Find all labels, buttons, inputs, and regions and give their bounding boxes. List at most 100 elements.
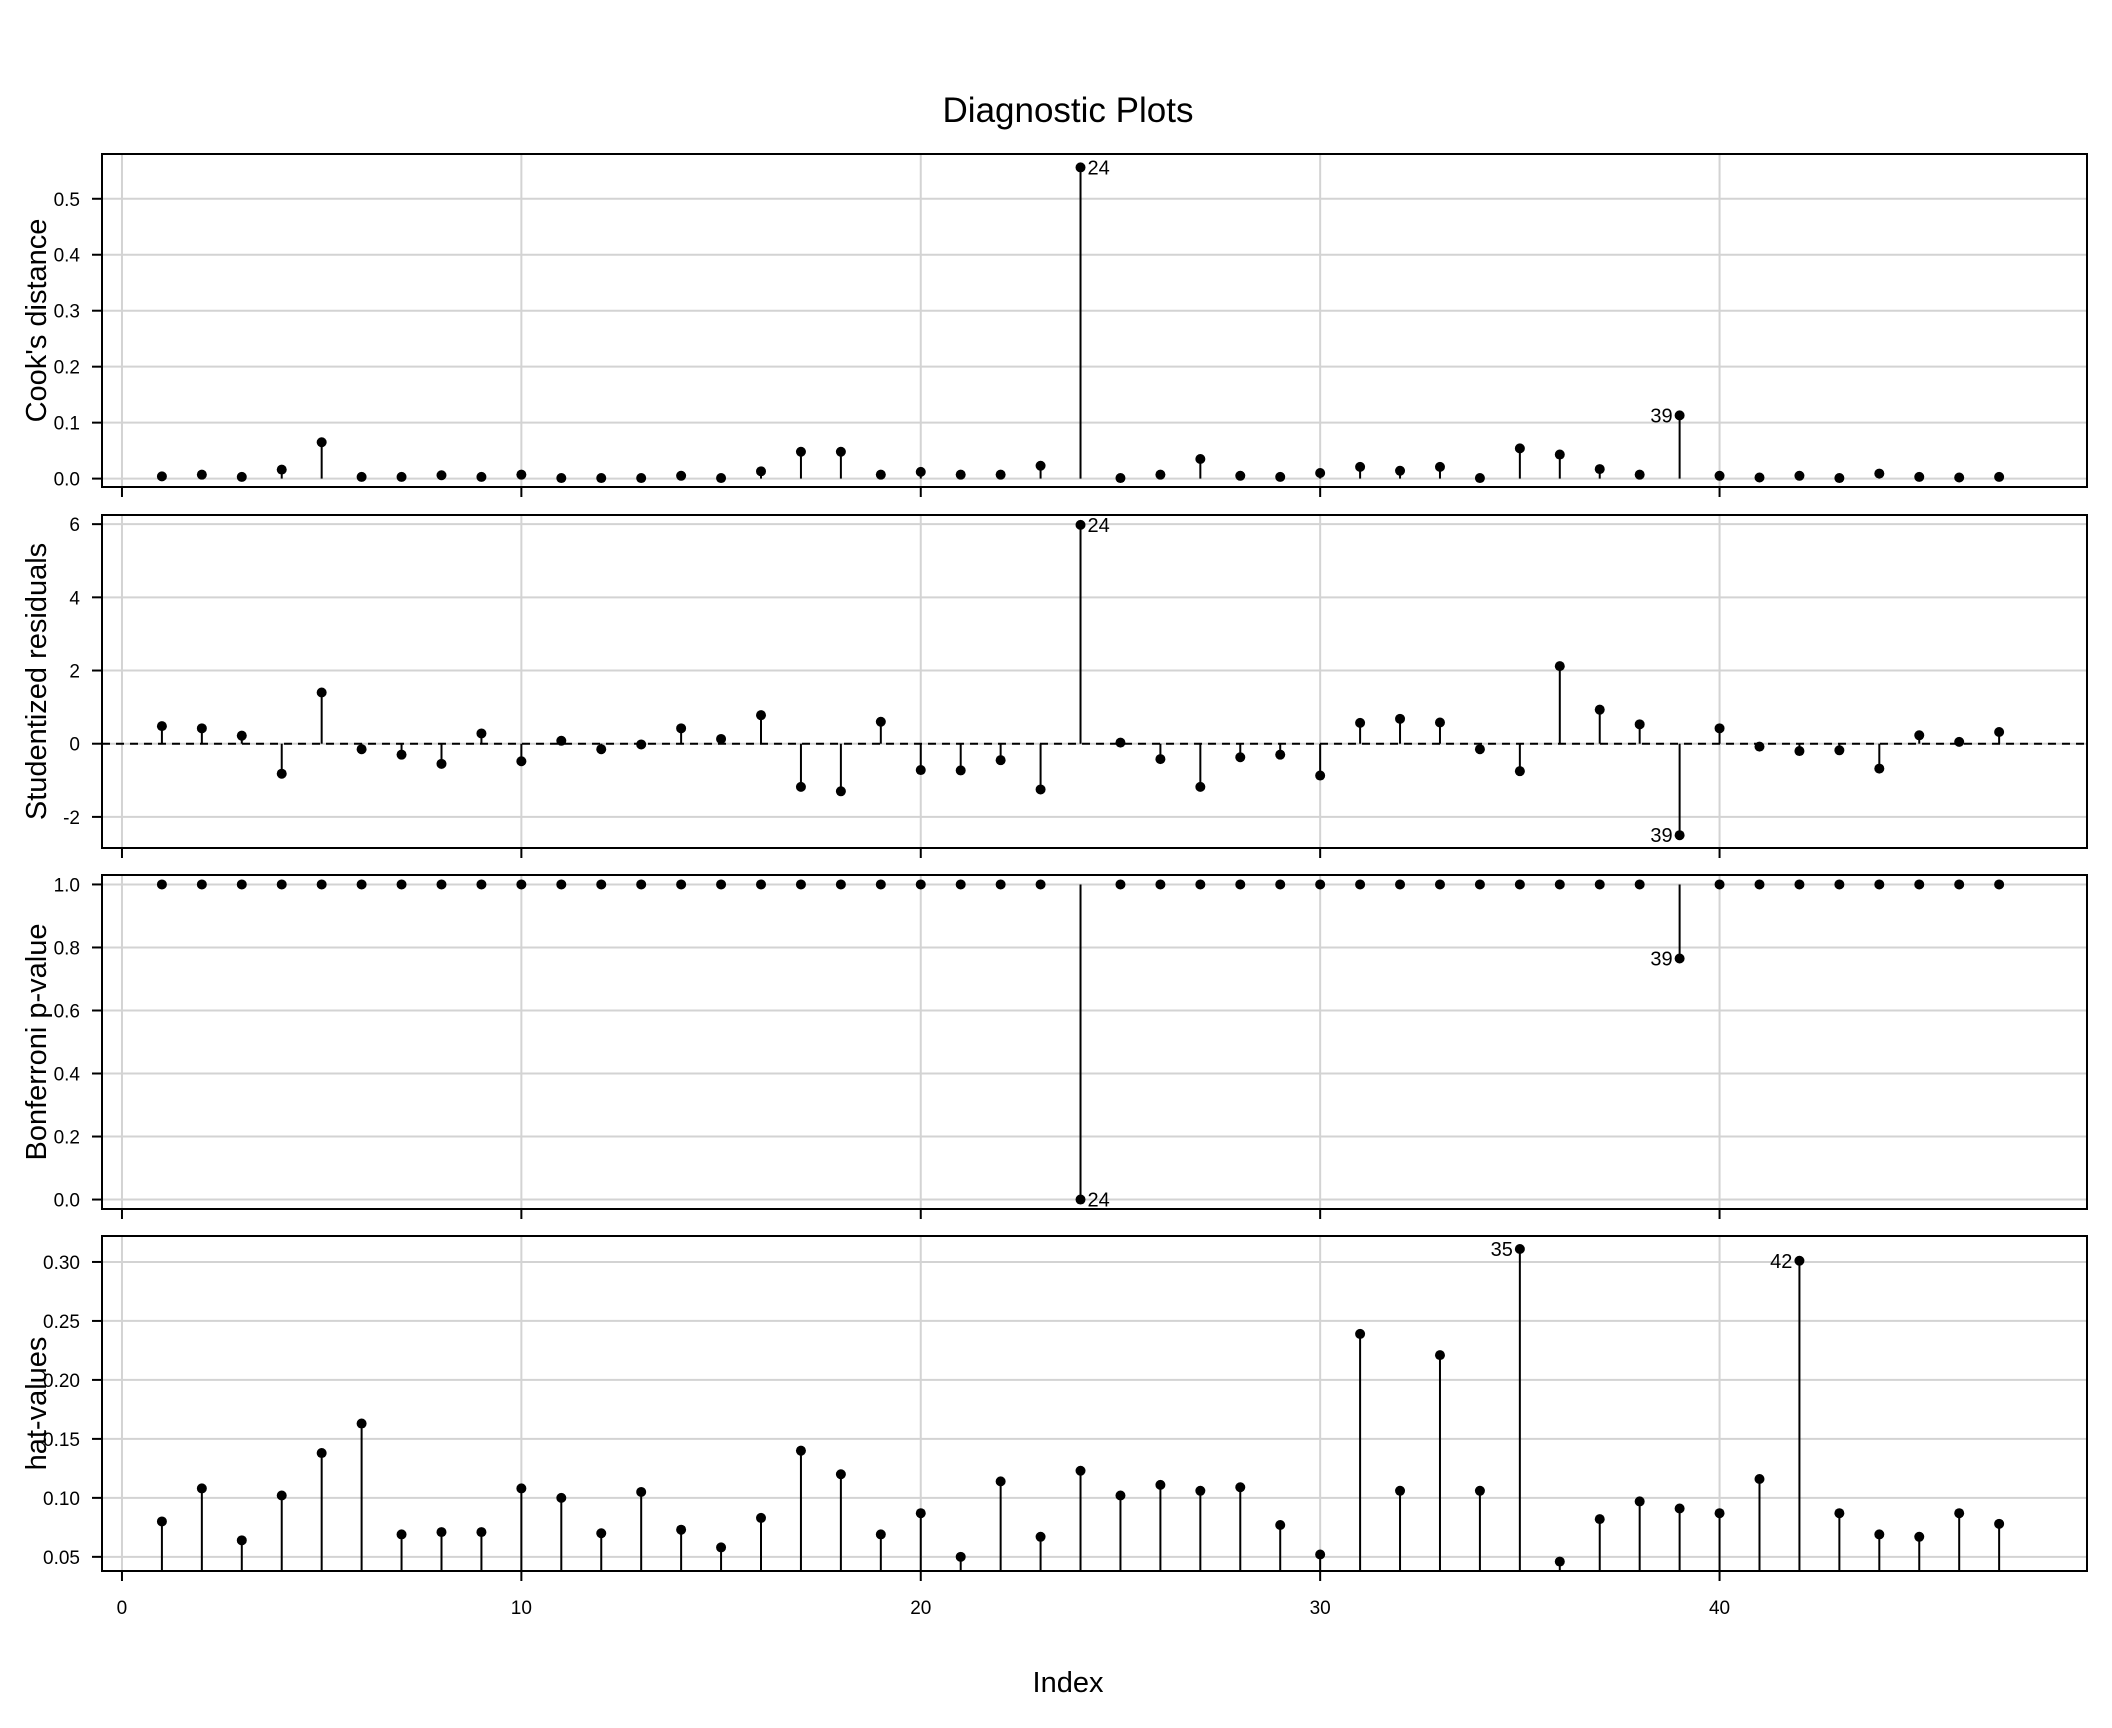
point-27: [1195, 781, 1206, 792]
point-13: [636, 1486, 647, 1497]
point-33: [1434, 461, 1445, 472]
point-40: [1714, 1508, 1725, 1519]
point-39: [1674, 410, 1685, 421]
point-44: [1874, 763, 1885, 774]
point-13: [636, 739, 647, 750]
point-14: [676, 879, 687, 890]
point-label-24: 24: [1088, 515, 1110, 537]
point-16: [756, 466, 767, 477]
point-43: [1834, 879, 1845, 890]
point-14: [676, 470, 687, 481]
point-12: [596, 1528, 607, 1539]
point-42: [1794, 470, 1805, 481]
point-25: [1115, 737, 1126, 748]
point-30: [1315, 468, 1326, 479]
point-19: [875, 469, 886, 480]
point-29: [1275, 749, 1286, 760]
point-44: [1874, 879, 1885, 890]
panel-frame: [101, 153, 2088, 488]
point-8: [436, 879, 447, 890]
point-5: [316, 437, 327, 448]
point-15: [716, 733, 727, 744]
point-38: [1634, 1496, 1645, 1507]
point-22: [995, 1476, 1006, 1487]
point-23: [1035, 1531, 1046, 1542]
point-19: [875, 716, 886, 727]
point-17: [795, 446, 806, 457]
point-25: [1115, 473, 1126, 484]
point-17: [795, 1445, 806, 1456]
y-axis-title: hat-values: [21, 1337, 53, 1471]
point-21: [955, 1551, 966, 1562]
point-26: [1155, 1479, 1166, 1490]
point-7: [396, 879, 407, 890]
point-25: [1115, 1490, 1126, 1501]
point-31: [1355, 461, 1366, 472]
y-tick-label: 0.6: [54, 1001, 80, 1022]
point-27: [1195, 879, 1206, 890]
point-27: [1195, 454, 1206, 465]
point-20: [915, 1508, 926, 1519]
point-38: [1634, 879, 1645, 890]
point-46: [1954, 472, 1965, 483]
point-42: [1794, 879, 1805, 890]
point-36: [1554, 1556, 1565, 1567]
y-tick-label: 0.0: [54, 470, 80, 491]
panel-3: 0.0 0.2 0.4 0.6 0.8 1.0 Bonferroni p-value 24 39: [21, 874, 2088, 1219]
point-label-24: 24: [1088, 1190, 1110, 1212]
point-40: [1714, 723, 1725, 734]
point-47: [1994, 879, 2005, 890]
point-37: [1594, 879, 1605, 890]
point-5: [316, 1448, 327, 1459]
point-28: [1235, 1482, 1246, 1493]
point-17: [795, 879, 806, 890]
point-5: [316, 687, 327, 698]
point-18: [835, 446, 846, 457]
point-45: [1914, 879, 1925, 890]
point-21: [955, 469, 966, 480]
point-24: [1075, 162, 1086, 173]
point-37: [1594, 1514, 1605, 1525]
point-10: [516, 1483, 527, 1494]
point-33: [1434, 1350, 1445, 1361]
point-2: [196, 1483, 207, 1494]
point-31: [1355, 879, 1366, 890]
point-8: [436, 1527, 447, 1538]
point-6: [356, 744, 367, 755]
point-28: [1235, 752, 1246, 763]
point-46: [1954, 879, 1965, 890]
point-30: [1315, 879, 1326, 890]
point-25: [1115, 879, 1126, 890]
point-29: [1275, 1519, 1286, 1530]
point-9: [476, 1527, 487, 1538]
point-40: [1714, 470, 1725, 481]
point-15: [716, 1542, 727, 1553]
point-15: [716, 879, 727, 890]
x-tick-label: 0: [117, 1598, 128, 1619]
point-8: [436, 758, 447, 769]
y-tick-label: 0.8: [54, 938, 80, 959]
point-11: [556, 735, 567, 746]
x-tick-label: 10: [511, 1598, 532, 1619]
y-tick-label: 0.4: [54, 246, 81, 267]
y-tick-label: 0.2: [54, 1128, 80, 1149]
point-37: [1594, 464, 1605, 475]
point-22: [995, 755, 1006, 766]
point-43: [1834, 745, 1845, 756]
point-45: [1914, 1531, 1925, 1542]
point-16: [756, 1512, 767, 1523]
point-16: [756, 879, 767, 890]
point-32: [1395, 1485, 1406, 1496]
point-35: [1514, 1243, 1525, 1254]
chart-title: Diagnostic Plots: [943, 91, 1194, 130]
panel-4: 0.05 0.10 0.15 0.20 0.25 0.30 0 10 20 30 40 hat-val…: [21, 1235, 2088, 1619]
x-tick-label: 30: [1310, 1598, 1331, 1619]
y-tick-label: 0.2: [54, 358, 80, 379]
point-label-39: 39: [1650, 949, 1672, 971]
panel-frame: [101, 514, 2088, 849]
point-4: [276, 464, 287, 475]
